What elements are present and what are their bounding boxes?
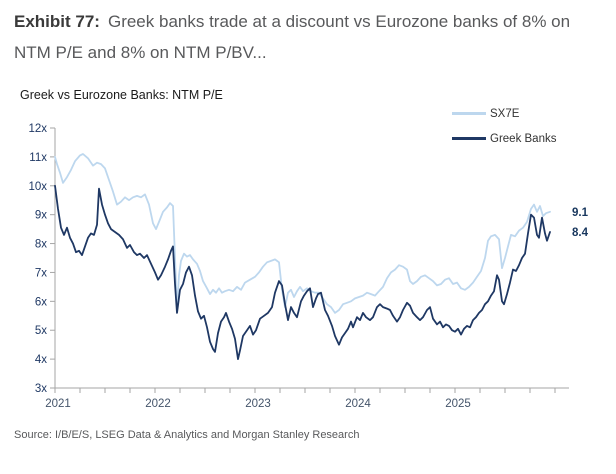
legend-item-sx7e: SX7E xyxy=(452,101,556,126)
end-label-greek-banks: 8.4 xyxy=(572,227,589,239)
series-line-sx7e xyxy=(54,153,551,314)
y-tick-label: 10x xyxy=(28,181,47,193)
legend-label-sx7e: SX7E xyxy=(490,107,520,120)
source-note: Source: I/B/E/S, LSEG Data & Analytics a… xyxy=(14,429,360,441)
x-tick-label: 2025 xyxy=(445,398,471,410)
y-tick-label: 5x xyxy=(35,325,47,337)
y-tick-label: 4x xyxy=(35,354,47,366)
y-tick-label: 8x xyxy=(35,239,47,251)
x-tick-label: 2023 xyxy=(245,398,271,410)
end-label-sx7e: 9.1 xyxy=(572,207,589,219)
exhibit-number: Exhibit 77: xyxy=(14,12,100,31)
y-tick-label: 3x xyxy=(35,383,47,395)
x-tick-label: 2022 xyxy=(145,398,171,410)
y-tick-label: 7x xyxy=(35,267,47,279)
exhibit-title: Exhibit 77: Greek banks trade at a discou… xyxy=(14,6,572,68)
legend-item-greek-banks: Greek Banks xyxy=(452,126,556,151)
exhibit-title-text: Greek banks trade at a discount vs Euroz… xyxy=(14,12,571,62)
legend-line-greek-banks-icon xyxy=(452,137,486,140)
legend-label-greek-banks: Greek Banks xyxy=(490,132,557,145)
series-line-greek-banks xyxy=(54,184,551,361)
y-tick-label: 12x xyxy=(28,123,47,135)
y-tick-label: 11x xyxy=(29,152,47,164)
x-tick-label: 2024 xyxy=(345,398,371,410)
chart-legend: SX7E Greek Banks xyxy=(452,101,556,151)
y-tick-label: 9x xyxy=(35,210,47,222)
x-tick-label: 2021 xyxy=(45,398,71,410)
chart-title: Greek vs Eurozone Banks: NTM P/E xyxy=(20,88,223,102)
y-tick-label: 6x xyxy=(35,296,47,308)
legend-line-sx7e-icon xyxy=(452,112,486,115)
